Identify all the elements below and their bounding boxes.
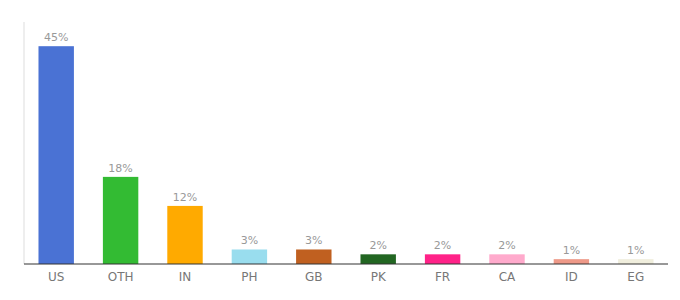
data-label: 3% bbox=[241, 234, 258, 247]
bar bbox=[296, 249, 331, 264]
bar bbox=[232, 249, 267, 264]
x-tick-labels: US OTH IN PH GB PK FR CA ID EG bbox=[48, 270, 644, 284]
x-tick-label: PH bbox=[241, 270, 257, 284]
bar bbox=[38, 46, 73, 264]
data-label: 2% bbox=[369, 239, 386, 252]
x-tick-label: ID bbox=[565, 270, 578, 284]
data-labels: 45% 18% 12% 3% 3% 2% 2% 2% 1% 1% bbox=[44, 31, 645, 257]
y-axis-line bbox=[24, 22, 25, 264]
x-axis-line bbox=[24, 263, 668, 264]
data-label: 12% bbox=[173, 191, 197, 204]
data-label: 1% bbox=[627, 244, 644, 257]
data-label: 18% bbox=[108, 162, 132, 175]
bar bbox=[103, 177, 138, 264]
bar bbox=[360, 254, 395, 264]
x-tick-label: CA bbox=[499, 270, 516, 284]
bar bbox=[554, 259, 589, 264]
data-label: 2% bbox=[498, 239, 515, 252]
x-tick-label: PK bbox=[371, 270, 387, 284]
x-tick-label: FR bbox=[435, 270, 450, 284]
data-label: 45% bbox=[44, 31, 68, 44]
bar bbox=[425, 254, 460, 264]
bar bbox=[489, 254, 524, 264]
data-label: 2% bbox=[434, 239, 451, 252]
x-tick-label: GB bbox=[305, 270, 323, 284]
x-tick-label: IN bbox=[179, 270, 192, 284]
bar bbox=[618, 259, 653, 264]
bars bbox=[38, 46, 653, 264]
chart: 45% 18% 12% 3% 3% 2% 2% 2% 1% 1% US OTH IN PH GB PK FR CA… bbox=[0, 0, 680, 300]
data-label: 3% bbox=[305, 234, 322, 247]
bar bbox=[167, 206, 202, 264]
x-tick-label: US bbox=[48, 270, 64, 284]
x-tick-label: OTH bbox=[108, 270, 134, 284]
x-tick-label: EG bbox=[627, 270, 644, 284]
chart-container: 45% 18% 12% 3% 3% 2% 2% 2% 1% 1% US OTH IN PH GB PK FR CA… bbox=[0, 0, 680, 300]
data-label: 1% bbox=[563, 244, 580, 257]
